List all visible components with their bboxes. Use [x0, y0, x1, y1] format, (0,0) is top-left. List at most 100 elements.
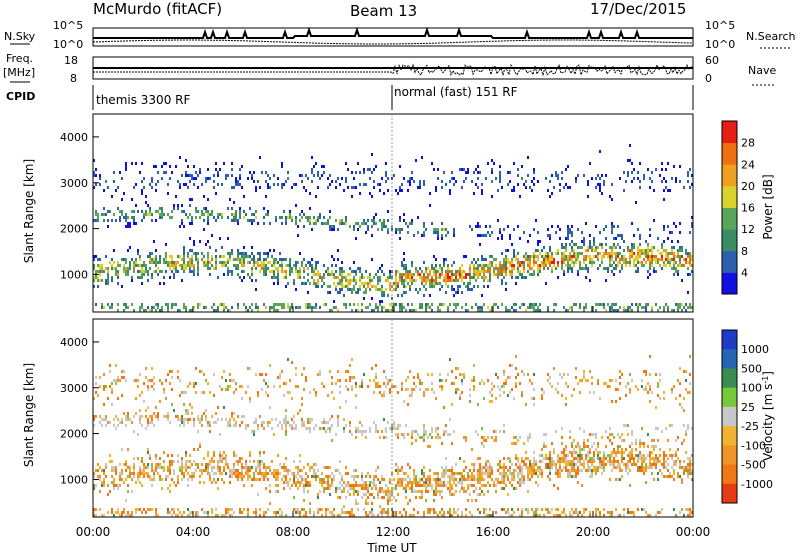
- heatmap-cell: [281, 466, 283, 469]
- heatmap-cell: [537, 466, 539, 469]
- heatmap-cell: [533, 373, 535, 376]
- heatmap-cell: [229, 418, 231, 421]
- heatmap-cell: [369, 511, 371, 514]
- heatmap-cell: [95, 168, 97, 171]
- heatmap-cell: [453, 228, 455, 231]
- noise-tick-bottom-left: 10^0: [53, 38, 83, 51]
- heatmap-cell: [299, 460, 301, 463]
- heatmap-cell: [501, 186, 503, 189]
- heatmap-cell: [427, 388, 429, 391]
- heatmap-cell: [555, 430, 557, 433]
- heatmap-cell: [165, 258, 167, 261]
- heatmap-cell: [331, 511, 333, 514]
- heatmap-cell: [493, 267, 495, 270]
- heatmap-cell: [231, 207, 233, 210]
- heatmap-cell: [341, 484, 343, 487]
- heatmap-cell: [489, 225, 491, 228]
- heatmap-cell: [571, 463, 573, 466]
- heatmap-cell: [297, 487, 299, 490]
- heatmap-cell: [377, 288, 379, 291]
- heatmap-cell: [349, 282, 351, 285]
- heatmap-cell: [613, 273, 615, 276]
- heatmap-cell: [537, 514, 539, 517]
- heatmap-cell: [115, 469, 117, 472]
- heatmap-cell: [483, 445, 485, 448]
- heatmap-cell: [579, 463, 581, 466]
- heatmap-cell: [147, 475, 149, 478]
- heatmap-cell: [679, 165, 681, 168]
- heatmap-cell: [183, 306, 185, 309]
- heatmap-cell: [441, 484, 443, 487]
- heatmap-cell: [415, 478, 417, 481]
- heatmap-cell: [251, 478, 253, 481]
- heatmap-cell: [509, 481, 511, 484]
- heatmap-cell: [653, 270, 655, 273]
- heatmap-cell: [151, 186, 153, 189]
- heatmap-cell: [111, 460, 113, 463]
- heatmap-cell: [527, 475, 529, 478]
- heatmap-cell: [341, 261, 343, 264]
- heatmap-cell: [235, 183, 237, 186]
- heatmap-cell: [341, 508, 343, 511]
- heatmap-cell: [351, 433, 353, 436]
- heatmap-cell: [451, 370, 453, 373]
- heatmap-cell: [527, 490, 529, 493]
- heatmap-cell: [467, 168, 469, 171]
- heatmap-cell: [343, 418, 345, 421]
- heatmap-cell: [459, 478, 461, 481]
- heatmap-cell: [103, 403, 105, 406]
- heatmap-cell: [447, 267, 449, 270]
- heatmap-cell: [227, 267, 229, 270]
- heatmap-cell: [279, 373, 281, 376]
- heatmap-cell: [139, 469, 141, 472]
- heatmap-cell: [309, 430, 311, 433]
- heatmap-cell: [311, 466, 313, 469]
- heatmap-cell: [291, 397, 293, 400]
- heatmap-cell: [287, 306, 289, 309]
- heatmap-cell: [303, 490, 305, 493]
- heatmap-cell: [189, 418, 191, 421]
- heatmap-cell: [591, 445, 593, 448]
- heatmap-cell: [689, 303, 691, 306]
- heatmap-cell: [497, 463, 499, 466]
- heatmap-cell: [437, 481, 439, 484]
- heatmap-cell: [287, 391, 289, 394]
- heatmap-cell: [483, 397, 485, 400]
- heatmap-cell: [129, 475, 131, 478]
- heatmap-cell: [583, 430, 585, 433]
- heatmap-cell: [219, 466, 221, 469]
- heatmap-cell: [161, 213, 163, 216]
- heatmap-cell: [353, 478, 355, 481]
- heatmap-cell: [99, 475, 101, 478]
- heatmap-cell: [595, 448, 597, 451]
- heatmap-cell: [195, 210, 197, 213]
- heatmap-cell: [253, 430, 255, 433]
- heatmap-cell: [113, 484, 115, 487]
- heatmap-cell: [233, 186, 235, 189]
- heatmap-cell: [203, 264, 205, 267]
- heatmap-cell: [195, 391, 197, 394]
- heatmap-cell: [595, 303, 597, 306]
- heatmap-cell: [173, 469, 175, 472]
- heatmap-cell: [195, 255, 197, 258]
- heatmap-cell: [399, 469, 401, 472]
- heatmap-cell: [443, 406, 445, 409]
- heatmap-cell: [455, 306, 457, 309]
- heatmap-cell: [521, 177, 523, 180]
- heatmap-cell: [563, 252, 565, 255]
- heatmap-cell: [533, 270, 535, 273]
- heatmap-cell: [95, 303, 97, 306]
- beam-title: Beam 13: [350, 2, 417, 20]
- heatmap-cell: [319, 373, 321, 376]
- heatmap-cell: [449, 418, 451, 421]
- heatmap-cell: [541, 475, 543, 478]
- heatmap-cell: [229, 421, 231, 424]
- heatmap-cell: [107, 397, 109, 400]
- heatmap-cell: [191, 219, 193, 222]
- heatmap-cell: [213, 267, 215, 270]
- heatmap-cell: [287, 216, 289, 219]
- heatmap-cell: [271, 427, 273, 430]
- heatmap-cell: [169, 511, 171, 514]
- heatmap-cell: [577, 457, 579, 460]
- heatmap-cell: [361, 385, 363, 388]
